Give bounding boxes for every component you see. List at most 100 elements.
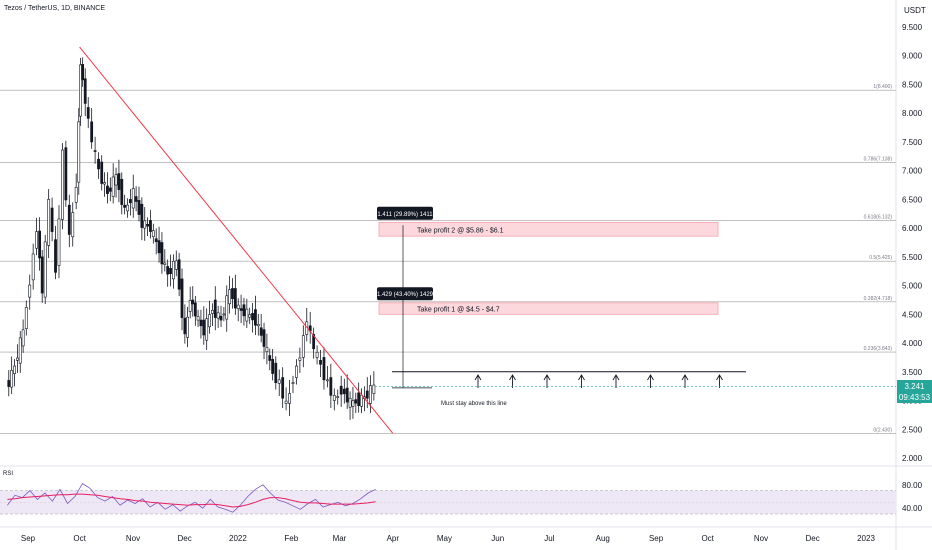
candle-down bbox=[274, 362, 278, 384]
candle-down bbox=[319, 360, 322, 365]
candle-up bbox=[79, 64, 82, 117]
support-note: Must stay above this line bbox=[441, 401, 507, 407]
x-tick-label: Nov bbox=[754, 534, 768, 543]
x-tick-label: 2023 bbox=[857, 534, 875, 543]
candle-up bbox=[332, 395, 336, 401]
candle-down bbox=[259, 327, 263, 336]
up-arrow-head bbox=[578, 374, 585, 381]
candle-up bbox=[163, 262, 167, 265]
candle-up bbox=[245, 308, 249, 322]
candle-down bbox=[183, 317, 187, 335]
candle-up bbox=[18, 337, 22, 364]
up-arrow-head bbox=[474, 374, 482, 381]
x-tick-label: Sep bbox=[21, 534, 36, 543]
candle-down bbox=[108, 187, 112, 192]
take-profit-zone-2 bbox=[378, 302, 719, 315]
candle-down bbox=[154, 238, 158, 243]
measure-label-bg-1 bbox=[377, 206, 433, 220]
fib-level-label: 0(2.430) bbox=[873, 427, 892, 433]
up-arrow-head bbox=[543, 374, 551, 381]
x-tick-label: Mar bbox=[333, 534, 347, 543]
candle-down bbox=[157, 240, 161, 254]
up-arrow-head bbox=[509, 374, 516, 381]
candle-down bbox=[342, 388, 346, 395]
candle-down bbox=[7, 380, 11, 387]
candle-up bbox=[24, 307, 28, 330]
measure-label-2: 1.429 (43.40%) 1429 bbox=[377, 292, 434, 298]
candle-down bbox=[38, 230, 42, 259]
x-tick-label: Dec bbox=[177, 534, 191, 543]
candle-down bbox=[345, 387, 349, 403]
candle-down bbox=[137, 200, 141, 215]
fib-level-label: 0.618(6.132) bbox=[864, 215, 893, 221]
candle-down bbox=[67, 204, 71, 235]
candle-down bbox=[86, 107, 90, 119]
candle-down bbox=[90, 121, 94, 143]
candle-down bbox=[191, 299, 195, 305]
take-profit-label-2: Take profit 1 @ $4.5 - $4.7 bbox=[417, 307, 500, 314]
y-tick-label: 4.000 bbox=[902, 339, 923, 348]
candle-up bbox=[77, 121, 81, 183]
candle-down bbox=[357, 392, 361, 407]
x-tick-label: Nov bbox=[126, 534, 140, 543]
candle-down bbox=[40, 256, 44, 294]
candle-down bbox=[354, 399, 358, 404]
candle-up bbox=[228, 289, 232, 305]
candle-down bbox=[329, 377, 333, 396]
candle-up bbox=[114, 174, 118, 186]
candle-down bbox=[169, 268, 172, 275]
candle-up bbox=[15, 357, 19, 361]
candle-down bbox=[231, 288, 234, 300]
candle-down bbox=[262, 329, 266, 347]
fib-level-label: 0.5(5.425) bbox=[869, 255, 892, 261]
candle-up bbox=[301, 335, 305, 358]
current-price-badge: 3.241 09:43:53 bbox=[897, 380, 932, 403]
current-price-value: 3.241 bbox=[904, 382, 925, 391]
candle-up bbox=[186, 316, 189, 338]
candle-up bbox=[225, 295, 229, 320]
candle-down bbox=[117, 173, 121, 190]
candle-up bbox=[284, 400, 288, 404]
candle-down bbox=[254, 309, 257, 326]
take-profit-label-1: Take profit 2 @ $5.86 - $6.1 bbox=[417, 227, 504, 234]
candle-up bbox=[298, 357, 302, 361]
candle-down bbox=[202, 319, 206, 336]
descending-trendline bbox=[79, 46, 394, 434]
candle-up bbox=[57, 218, 61, 266]
candle-down bbox=[140, 203, 144, 228]
y-tick-label: 4.500 bbox=[902, 310, 923, 319]
candle-down bbox=[146, 224, 149, 227]
candle-up bbox=[277, 379, 281, 384]
candle-up bbox=[288, 393, 291, 404]
y-tick-label: 5.500 bbox=[902, 253, 923, 262]
currency-label: USDT bbox=[904, 6, 926, 15]
fib-level-label: 0.236(3.843) bbox=[864, 346, 893, 352]
candle-up bbox=[211, 310, 214, 314]
candle-up bbox=[172, 260, 175, 280]
candle-down bbox=[54, 239, 57, 273]
x-tick-label: Apr bbox=[387, 534, 400, 543]
candle-down bbox=[50, 207, 54, 232]
y-tick-label: 2.500 bbox=[902, 425, 923, 434]
candle-down bbox=[322, 357, 326, 381]
take-profit-zone-1 bbox=[378, 221, 719, 237]
x-tick-label: Oct bbox=[73, 534, 86, 543]
candle-up bbox=[291, 382, 295, 385]
rsi-ma-line bbox=[7, 493, 376, 508]
x-tick-label: Jun bbox=[491, 534, 504, 543]
x-tick-label: Aug bbox=[596, 534, 610, 543]
y-tick-label: 2.000 bbox=[902, 454, 923, 463]
candle-up bbox=[131, 188, 135, 209]
candle-up bbox=[369, 385, 372, 404]
candle-up bbox=[143, 220, 147, 229]
candle-up bbox=[126, 204, 129, 212]
candle-up bbox=[35, 231, 39, 249]
up-arrow-head bbox=[716, 374, 723, 381]
candle-down bbox=[128, 199, 132, 204]
x-tick-label: Sep bbox=[649, 534, 664, 543]
y-tick-label: 5.000 bbox=[902, 282, 923, 291]
candle-down bbox=[339, 385, 343, 395]
candle-down bbox=[97, 158, 100, 170]
candle-down bbox=[268, 355, 272, 361]
